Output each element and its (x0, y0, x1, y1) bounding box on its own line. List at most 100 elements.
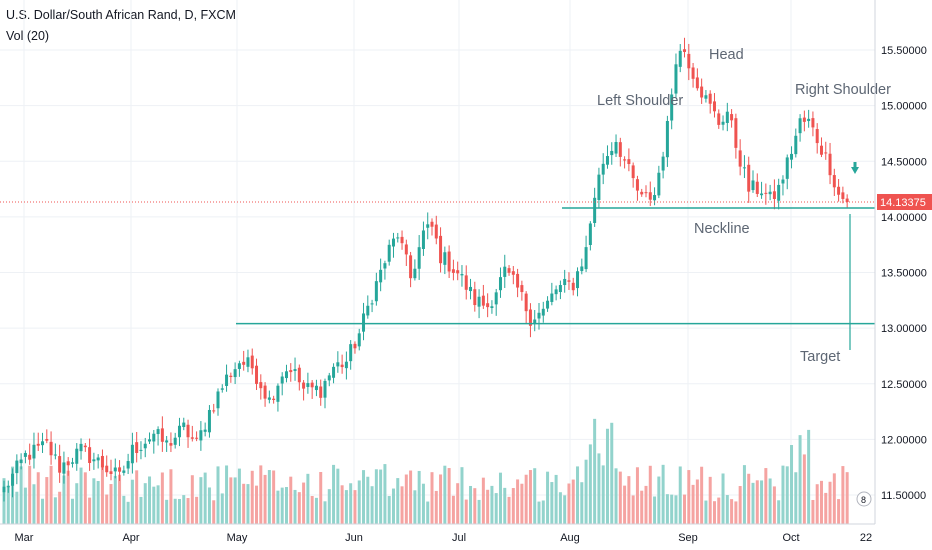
volume-bar (430, 472, 434, 524)
y-tick-label: 12.50000 (881, 379, 927, 391)
volume-bar (306, 473, 310, 524)
volume-bar (353, 490, 357, 524)
volume-bar (88, 497, 92, 524)
candle-body (571, 282, 575, 291)
candle-body (443, 252, 447, 265)
volume-bar (220, 493, 224, 524)
volume-bar (45, 477, 49, 524)
candle-body (413, 268, 417, 279)
y-tick-label: 11.50000 (881, 490, 926, 502)
grid (0, 0, 875, 524)
volume-bar (413, 490, 417, 524)
candle-body (588, 223, 592, 246)
candle-body (113, 467, 117, 472)
candle-body (177, 425, 181, 438)
candle-body (824, 152, 828, 154)
candle-body (764, 192, 768, 194)
candle-body (165, 440, 169, 443)
y-tick-label: 15.50000 (881, 45, 927, 57)
candle-body (593, 197, 597, 223)
candle-body (661, 156, 665, 171)
volume-bar (494, 493, 498, 524)
volume-bar (640, 490, 644, 524)
candle-body (88, 447, 92, 463)
volume-bar (734, 501, 738, 524)
candle-body (220, 388, 224, 390)
volume-bar (674, 495, 678, 524)
candle-body (486, 303, 490, 308)
volume-bar (730, 499, 734, 524)
volume-indicator-label[interactable]: Vol (20) (6, 29, 50, 43)
volume-bar (700, 466, 704, 524)
candle-body (349, 344, 353, 362)
volume-bar (760, 480, 764, 524)
candle-body (631, 165, 635, 179)
x-tick-label: Oct (782, 532, 799, 544)
candle-body (635, 179, 639, 191)
volume-bar (216, 466, 220, 524)
annotation-neckline: Neckline (694, 221, 750, 237)
candle-body (186, 424, 190, 438)
candle-body (700, 86, 704, 98)
volume-bar (207, 487, 211, 524)
volume-bar (631, 495, 635, 524)
candle-body (148, 439, 152, 442)
candle-body (6, 486, 10, 488)
events-badge[interactable]: 8 (856, 491, 872, 507)
volume-bar (169, 469, 173, 524)
candle-body (507, 268, 511, 273)
candle-body (426, 224, 430, 228)
candle-body (477, 296, 481, 307)
candle-body (396, 237, 400, 239)
volume-bar (635, 467, 639, 524)
candle-body (785, 157, 789, 179)
candle-body (541, 308, 545, 316)
x-tick-label: Jun (345, 532, 363, 544)
volume-bar (781, 465, 785, 524)
candle-body (45, 439, 49, 441)
volume-bar (794, 472, 798, 524)
candle-body (469, 286, 473, 292)
candle-body (370, 303, 374, 305)
volume-bar (374, 469, 378, 524)
volume-bar (92, 478, 96, 524)
volume-bar (366, 476, 370, 524)
volume-bar (588, 444, 592, 524)
volume-bar (70, 498, 74, 524)
candle-body (195, 437, 199, 439)
volume-bar (383, 464, 387, 524)
candle-body (439, 235, 443, 264)
candle-body (323, 380, 327, 398)
candle-body (49, 441, 53, 456)
candle-body (130, 444, 134, 464)
volume-bar (357, 480, 361, 524)
candle-body (695, 77, 699, 89)
down-arrow-icon (851, 162, 859, 174)
candle-body (832, 175, 836, 188)
candle-body (601, 163, 605, 175)
volume-bar (23, 487, 27, 524)
volume-bar (507, 496, 511, 524)
annotation-head: Head (709, 47, 744, 63)
candle-body (263, 385, 267, 399)
volume-bar (815, 484, 819, 524)
volume-bar (576, 466, 580, 524)
volume-bar (160, 472, 164, 524)
volume-bar (293, 489, 297, 524)
candle-body (554, 289, 558, 295)
volume-bar (653, 496, 657, 524)
volume-bar (276, 490, 280, 524)
candle-body (511, 271, 515, 275)
volume-bar (173, 498, 177, 524)
y-tick-label: 15.00000 (881, 101, 927, 113)
candle-body (576, 271, 580, 289)
candle-body (139, 449, 143, 451)
volume-bar (580, 482, 584, 524)
candle-body (464, 275, 468, 290)
volume-bar (391, 488, 395, 524)
volume-bar (250, 470, 254, 524)
volume-bar (242, 483, 246, 524)
candle-body (498, 277, 502, 291)
volume-bar (755, 480, 759, 524)
